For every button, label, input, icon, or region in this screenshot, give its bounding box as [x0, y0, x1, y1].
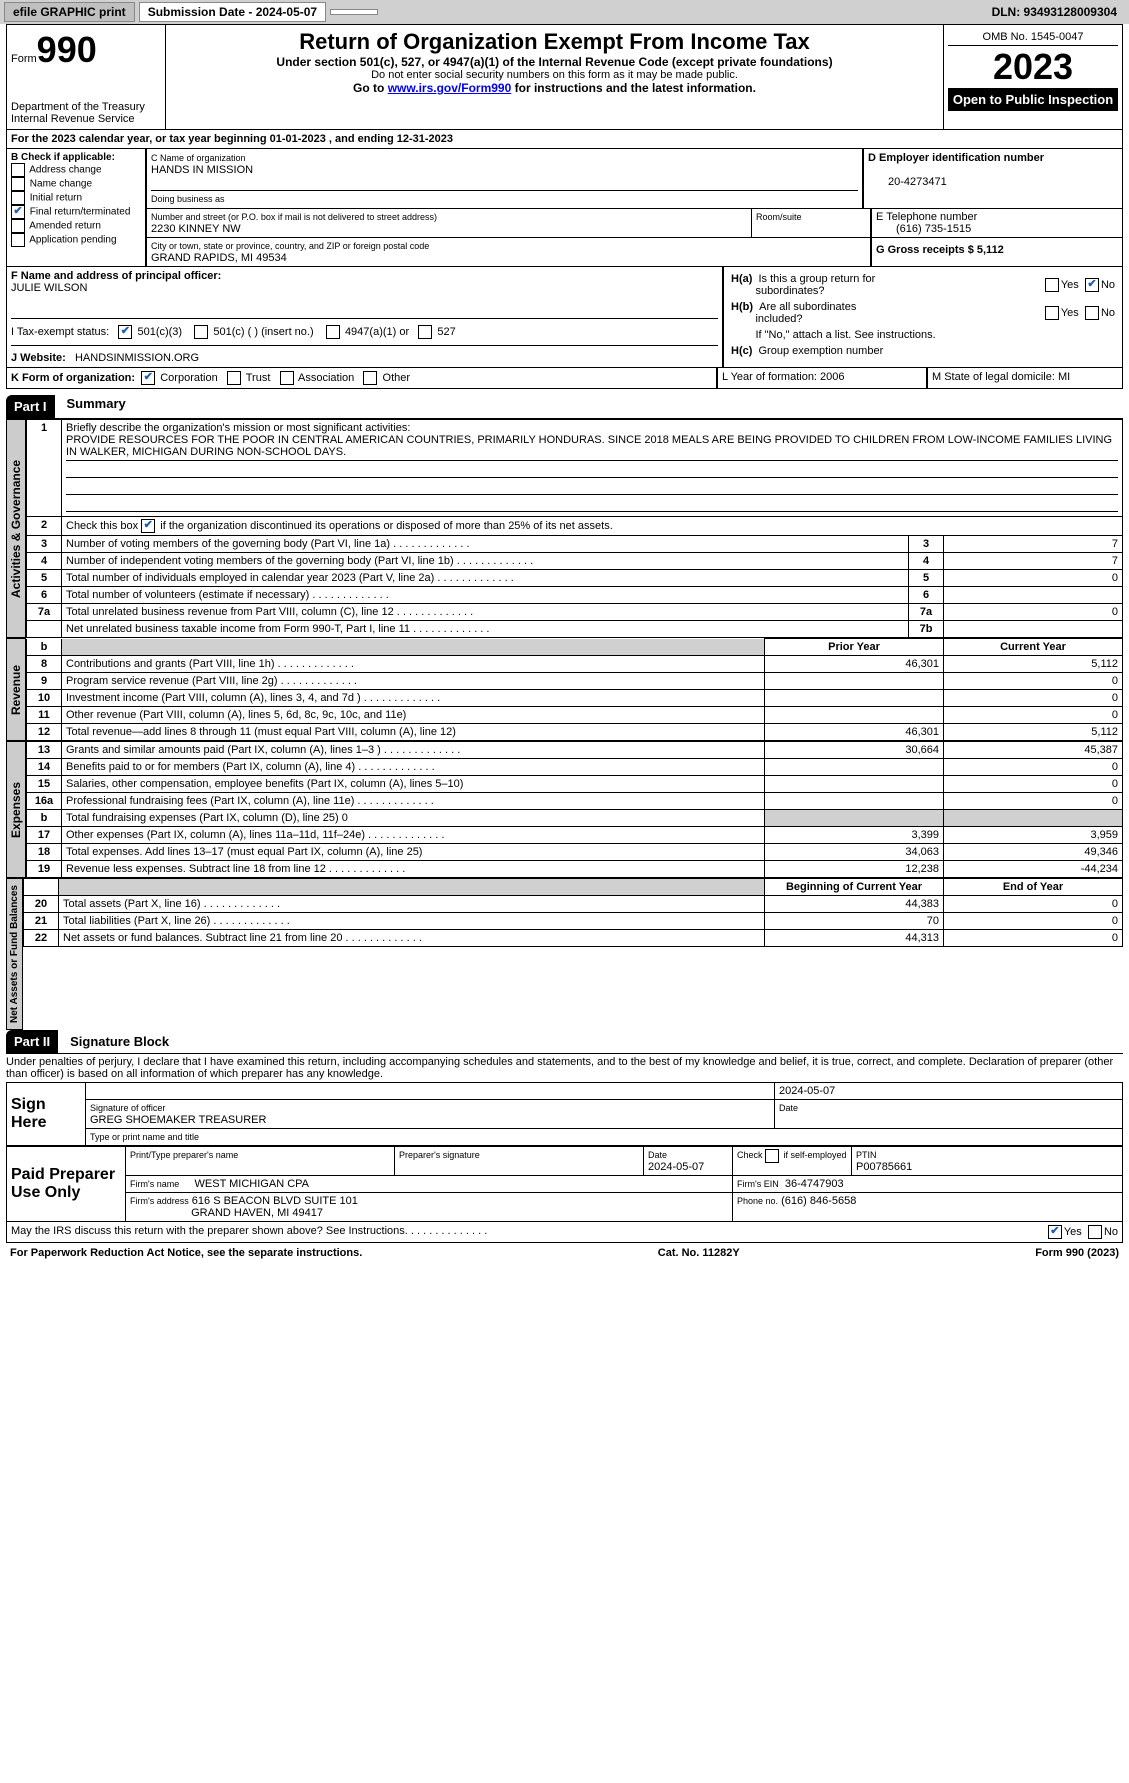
room-label: Room/suite: [756, 212, 802, 222]
vert-ag: Activities & Governance: [6, 419, 26, 638]
discontinued-checkbox[interactable]: [141, 519, 155, 533]
527-checkbox[interactable]: [418, 325, 432, 339]
efile-print-button[interactable]: efile GRAPHIC print: [4, 2, 135, 22]
org-name-label: C Name of organization: [151, 153, 246, 163]
ha-yes-checkbox[interactable]: [1045, 278, 1059, 292]
vert-rev: Revenue: [6, 638, 26, 741]
department-label: Department of the Treasury Internal Reve…: [11, 101, 161, 125]
form-ssn-note: Do not enter social security numbers on …: [170, 69, 939, 81]
tax-year: 2023: [948, 46, 1118, 88]
form-title: Return of Organization Exempt From Incom…: [170, 29, 939, 55]
application-pending-checkbox[interactable]: [11, 233, 25, 247]
form-subtitle: Under section 501(c), 527, or 4947(a)(1)…: [170, 55, 939, 69]
box-b: B Check if applicable: Address change Na…: [6, 149, 146, 267]
part2-title: Signature Block: [58, 1034, 169, 1049]
hb-note: If "No," attach a list. See instructions…: [755, 329, 935, 341]
501c-checkbox[interactable]: [194, 325, 208, 339]
phone-value: (616) 735-1515: [876, 223, 971, 235]
association-checkbox[interactable]: [280, 371, 294, 385]
type-label: Type or print name and title: [90, 1132, 199, 1142]
mission-label: Briefly describe the organization's miss…: [66, 422, 410, 434]
firm-phone: (616) 846-5658: [781, 1195, 856, 1207]
omb-number: OMB No. 1545-0047: [948, 29, 1118, 46]
form-header: Form990 Department of the Treasury Inter…: [6, 24, 1123, 130]
address-change-checkbox[interactable]: [11, 163, 25, 177]
ein-value: 20-4273471: [868, 176, 947, 188]
part1-title: Summary: [55, 396, 126, 411]
name-change-checkbox[interactable]: [11, 177, 25, 191]
vert-exp: Expenses: [6, 741, 26, 878]
org-name: HANDS IN MISSION: [151, 164, 253, 176]
submission-date: Submission Date - 2024-05-07: [139, 2, 326, 22]
footer-mid: Cat. No. 11282Y: [658, 1247, 740, 1259]
footer-left: For Paperwork Reduction Act Notice, see …: [10, 1247, 362, 1259]
other-checkbox[interactable]: [363, 371, 377, 385]
part2-bar: Part II: [6, 1030, 58, 1053]
initial-return-checkbox[interactable]: [11, 191, 25, 205]
final-return-checkbox[interactable]: [11, 205, 25, 219]
part1-bar: Part I: [6, 395, 55, 418]
corporation-checkbox[interactable]: [141, 371, 155, 385]
mission-text: PROVIDE RESOURCES FOR THE POOR IN CENTRA…: [66, 434, 1118, 461]
form-instructions: Go to www.irs.gov/Form990 for instructio…: [170, 81, 939, 95]
dln: DLN: 93493128009304: [992, 5, 1125, 19]
street-label: Number and street (or P.O. box if mail i…: [151, 212, 437, 222]
firm-ein: 36-4747903: [785, 1178, 844, 1190]
city-value: GRAND RAPIDS, MI 49534: [151, 252, 287, 264]
amended-return-checkbox[interactable]: [11, 219, 25, 233]
paid-preparer-label: Paid Preparer Use Only: [7, 1147, 126, 1222]
discuss-yes-checkbox[interactable]: [1048, 1225, 1062, 1239]
ein-label: D Employer identification number: [868, 152, 1044, 164]
city-label: City or town, state or province, country…: [151, 241, 429, 251]
website-label: J Website:: [11, 352, 66, 364]
form-org-label: K Form of organization:: [11, 372, 135, 384]
state-domicile: M State of legal domicile: MI: [927, 368, 1123, 389]
website-value: HANDSINMISSION.ORG: [75, 352, 199, 364]
officer-value: JULIE WILSON: [11, 282, 87, 294]
page-footer: For Paperwork Reduction Act Notice, see …: [6, 1243, 1123, 1263]
topbar: efile GRAPHIC print Submission Date - 20…: [0, 0, 1129, 24]
dba-label: Doing business as: [151, 194, 225, 204]
phone-label: E Telephone number: [876, 211, 977, 223]
sig-date: 2024-05-07: [775, 1083, 1123, 1100]
self-employed-checkbox[interactable]: [765, 1149, 779, 1163]
officer-label: F Name and address of principal officer:: [11, 270, 221, 282]
form-label: Form990: [11, 53, 97, 65]
hb-no-checkbox[interactable]: [1085, 306, 1099, 320]
discuss-no-checkbox[interactable]: [1088, 1225, 1102, 1239]
firm-addr2: GRAND HAVEN, MI 49417: [191, 1207, 323, 1219]
form-number: 990: [37, 29, 97, 70]
sign-here-label: Sign Here: [7, 1083, 86, 1146]
tax-year-line: For the 2023 calendar year, or tax year …: [6, 130, 1123, 149]
declaration-text: Under penalties of perjury, I declare th…: [6, 1054, 1123, 1082]
year-formation: L Year of formation: 2006: [717, 368, 927, 389]
4947-checkbox[interactable]: [326, 325, 340, 339]
date-label: Date: [779, 1103, 798, 1113]
trust-checkbox[interactable]: [227, 371, 241, 385]
discuss-text: May the IRS discuss this return with the…: [11, 1225, 1048, 1239]
submission-blank: [330, 9, 378, 15]
firm-addr1: 616 S BEACON BLVD SUITE 101: [192, 1195, 358, 1207]
gross-receipts: G Gross receipts $ 5,112: [876, 244, 1004, 256]
firm-name: WEST MICHIGAN CPA: [195, 1178, 310, 1190]
ptin-value: P00785661: [856, 1161, 912, 1173]
501c3-checkbox[interactable]: [118, 325, 132, 339]
hb-yes-checkbox[interactable]: [1045, 306, 1059, 320]
ha-no-checkbox[interactable]: [1085, 278, 1099, 292]
tax-exempt-label: I Tax-exempt status:: [11, 326, 109, 338]
street-value: 2230 KINNEY NW: [151, 223, 241, 235]
sig-officer-label: Signature of officer: [90, 1103, 165, 1113]
vert-net: Net Assets or Fund Balances: [6, 878, 23, 1030]
inspection-label: Open to Public Inspection: [948, 88, 1118, 111]
footer-right: Form 990 (2023): [1035, 1247, 1119, 1259]
line2-text: Check this box if the organization disco…: [62, 517, 1123, 536]
sig-officer: GREG SHOEMAKER TREASURER: [90, 1114, 266, 1126]
irs-link[interactable]: www.irs.gov/Form990: [388, 81, 512, 95]
